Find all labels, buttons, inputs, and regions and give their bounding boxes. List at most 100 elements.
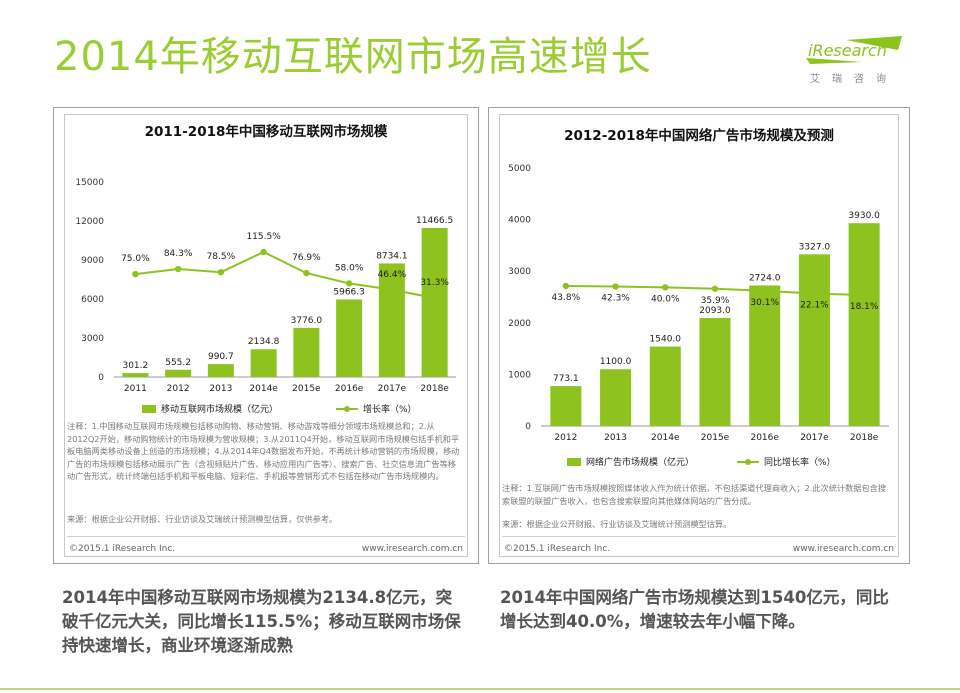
bar <box>699 318 731 426</box>
bar <box>421 227 448 377</box>
growth-rate-point <box>612 283 619 290</box>
y-tick-label: 2000 <box>508 319 531 329</box>
chart-panel-left: 2011-2018年中国移动互联网市场规模 15000 12000 9000 6000… <box>53 107 479 564</box>
y-tick-label: 15000 <box>75 178 104 188</box>
legend-line-label: 同比增长率（%） <box>764 456 836 468</box>
x-tick-label: 2012 <box>554 433 577 443</box>
growth-rate-label: 75.0% <box>121 254 150 264</box>
bar-value-label: 2093.0 <box>699 306 731 316</box>
bar-value-label: 5966.3 <box>333 287 365 297</box>
y-tick-label: 4000 <box>508 216 531 226</box>
x-tick-label: 2018e <box>850 433 879 443</box>
growth-rate-label: 115.5% <box>246 232 281 242</box>
chart-source-right: 来源：根据企业公开财报、行业访谈及艾瑞统计预测模型估算。 <box>502 519 732 529</box>
growth-rate-label: 46.4% <box>378 270 407 280</box>
bar-value-label: 555.2 <box>165 358 191 368</box>
growth-rate-point <box>345 280 353 287</box>
x-tick-label: 2013 <box>604 433 627 443</box>
chart-right-svg: 5000 4000 3000 2000 1000 0 773.1 2012 1100.0 2013… <box>508 164 889 468</box>
growth-rate-label: 35.9% <box>701 296 730 306</box>
bar <box>378 263 405 377</box>
growth-rate-point <box>303 269 310 277</box>
bar <box>848 223 880 426</box>
bar <box>550 386 582 426</box>
bar <box>250 349 277 377</box>
chart-frame-right <box>499 114 899 557</box>
y-tick-label: 3000 <box>81 334 104 344</box>
bar-value-label: 3930.0 <box>848 211 880 221</box>
y-tick-label: 3000 <box>508 267 531 277</box>
growth-rate-point <box>711 285 719 292</box>
iresearch-logo: iResearch 艾瑞咨询 <box>806 36 906 85</box>
legend-line-marker <box>745 459 751 465</box>
bottom-accent-line <box>0 688 960 690</box>
growth-rate-point <box>174 265 182 273</box>
chart-url-right: www.iresearch.com.cn <box>792 544 894 554</box>
bar <box>336 299 363 377</box>
iresearch-logo-mark: iResearch <box>806 36 902 64</box>
bar <box>798 254 830 426</box>
chart-footer-rule-right <box>502 536 896 537</box>
chart-title-right: 2012-2018年中国网络广告市场规模及预测 <box>564 128 834 144</box>
bar-value-label: 773.1 <box>553 374 579 384</box>
bar-value-label: 990.7 <box>208 352 234 362</box>
growth-rate-label: 84.3% <box>164 249 193 259</box>
growth-rate-point <box>662 284 669 291</box>
growth-rate-label: 22.1% <box>800 301 829 311</box>
bar <box>600 369 632 426</box>
y-tick-label: 12000 <box>75 217 104 227</box>
chart-copyright-left: ©2015.1 iResearch Inc. <box>69 544 176 554</box>
chart-left-svg: 15000 12000 9000 6000 3000 0 301.2 2011 555.2 201… <box>75 178 456 415</box>
y-tick-label: 1000 <box>508 370 531 380</box>
growth-rate-point <box>811 290 818 297</box>
bar-value-label: 3776.0 <box>291 316 323 326</box>
x-tick-label: 2015e <box>292 384 321 394</box>
x-tick-label: 2016e <box>335 384 364 394</box>
y-tick-label: 0 <box>98 373 104 383</box>
growth-rate-label: 42.3% <box>601 294 630 304</box>
growth-rate-label: 78.5% <box>207 252 236 262</box>
growth-rate-label: 18.1% <box>850 302 879 312</box>
growth-rate-label: 43.8% <box>552 293 581 303</box>
caption-left: 2014年中国移动互联网市场规模为2134.8亿元，突破千亿元大关，同比增长11… <box>62 588 461 655</box>
bar <box>207 364 234 377</box>
legend-bar-swatch <box>567 458 581 466</box>
x-tick-label: 2018e <box>420 384 449 394</box>
chart-url-left: www.iresearch.com.cn <box>361 544 463 554</box>
bar-value-label: 301.2 <box>122 361 148 371</box>
bar-value-label: 2724.0 <box>749 273 781 283</box>
bar-value-label: 11466.5 <box>416 216 453 226</box>
growth-rate-label: 40.0% <box>651 294 680 304</box>
chart-note-right: 注释：1.互联网广告市场规模按照媒体收入作为统计依据，不包括渠道代理商收入；2.… <box>502 483 887 506</box>
logo-cn-text: 艾瑞咨询 <box>810 74 898 85</box>
bar-value-label: 2134.8 <box>248 337 280 347</box>
y-tick-label: 9000 <box>81 256 104 266</box>
x-tick-label: 2013 <box>209 384 232 394</box>
growth-rate-label: 58.0% <box>335 263 364 273</box>
chart-source-left: 来源：根据企业公开财报、行业访谈及艾瑞统计预测模型估算，仅供参考。 <box>67 514 338 524</box>
y-tick-label: 5000 <box>508 164 531 174</box>
x-tick-label: 2017e <box>378 384 407 394</box>
growth-rate-point <box>388 286 396 293</box>
bar <box>749 285 781 426</box>
x-tick-label: 2014e <box>651 433 680 443</box>
x-tick-label: 2016e <box>750 433 779 443</box>
growth-rate-point <box>217 269 225 276</box>
x-tick-label: 2017e <box>800 433 829 443</box>
bar <box>165 369 192 377</box>
legend-bar-label: 网络广告市场规模（亿元） <box>586 456 694 468</box>
growth-rate-point <box>562 282 570 290</box>
bar <box>122 373 149 377</box>
bar-value-label: 3327.0 <box>799 242 831 252</box>
growth-rate-point <box>761 287 768 294</box>
chart-panel-right: 2012-2018年中国网络广告市场规模及预测 5000 4000 3000 2000… <box>488 107 910 564</box>
caption-right: 2014年中国网络广告市场规模达到1540亿元，同比增长达到40.0%，增速较去… <box>500 588 889 631</box>
growth-rate-label: 30.1% <box>750 298 779 308</box>
bar <box>293 327 320 377</box>
bar-value-label: 1540.0 <box>650 335 682 345</box>
chart-copyright-right: ©2015.1 iResearch Inc. <box>504 544 611 554</box>
x-tick-label: 2014e <box>249 384 278 394</box>
x-tick-label: 2012 <box>167 384 190 394</box>
page-title: 2014年移动互联网市场高速增长 <box>54 34 652 80</box>
chart-title-left: 2011-2018年中国移动互联网市场规模 <box>144 124 388 140</box>
